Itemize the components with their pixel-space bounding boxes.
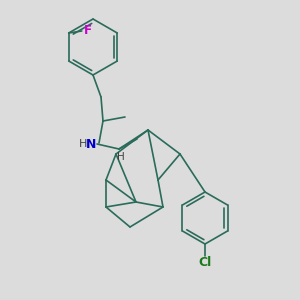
Text: H: H	[117, 152, 125, 162]
Text: N: N	[86, 137, 96, 151]
Text: Cl: Cl	[198, 256, 212, 268]
Text: H: H	[79, 139, 87, 149]
Text: F: F	[84, 25, 92, 38]
